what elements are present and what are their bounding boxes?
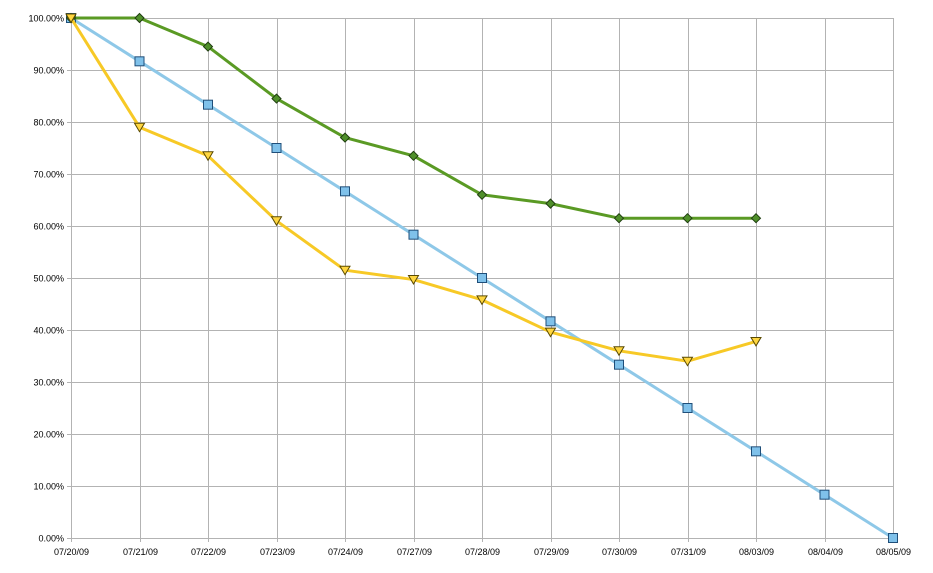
square-marker [340, 186, 350, 197]
diamond-marker [545, 198, 556, 209]
triangle-down-marker [681, 356, 694, 367]
y-tick-label: 90.00% [33, 66, 64, 76]
triangle-down-marker [339, 265, 351, 276]
y-tick-label: 70.00% [33, 170, 64, 180]
y-tick-label: 60.00% [33, 222, 64, 232]
square-marker [545, 316, 556, 327]
x-tick-label: 08/05/09 [876, 547, 911, 557]
x-tick-label: 07/31/09 [671, 547, 706, 557]
diamond-marker [339, 132, 351, 143]
axis-layer [67, 18, 894, 542]
diamond-marker [613, 212, 625, 224]
triangle-down-marker [133, 122, 146, 133]
series-3 [65, 13, 762, 367]
triangle-down-marker [544, 327, 557, 338]
x-tick-label: 07/21/09 [123, 547, 158, 557]
square-marker [682, 403, 693, 413]
diamond-marker [134, 12, 145, 24]
x-tick-label: 07/28/09 [465, 547, 500, 557]
square-marker [408, 229, 419, 240]
x-tick-label: 07/23/09 [260, 547, 295, 557]
square-marker [888, 533, 898, 543]
square-marker [614, 359, 624, 370]
diamond-marker [408, 150, 419, 162]
square-marker [134, 56, 145, 67]
triangle-down-marker [270, 216, 283, 227]
diamond-marker [682, 212, 693, 224]
square-marker [203, 99, 213, 110]
x-tick-label: 08/04/09 [808, 547, 843, 557]
triangle-down-marker [476, 295, 488, 306]
square-marker [271, 143, 282, 153]
triangle-down-marker [65, 13, 77, 24]
y-tick-label: 0.00% [38, 534, 64, 544]
y-tick-label: 100.00% [28, 14, 64, 24]
square-marker [751, 446, 761, 457]
y-tick-label: 80.00% [33, 118, 64, 128]
y-tick-label: 10.00% [33, 482, 64, 492]
square-marker [819, 489, 830, 500]
series-2-line [69, 16, 758, 220]
diamond-marker [271, 93, 282, 104]
series-1 [66, 13, 898, 543]
x-tick-label: 07/24/09 [328, 547, 363, 557]
diamond-marker [750, 212, 762, 224]
series-layer [65, 12, 898, 543]
y-tick-label: 30.00% [33, 378, 64, 388]
x-tick-label: 07/30/09 [602, 547, 637, 557]
diamond-marker [476, 189, 488, 201]
diamond-marker [202, 41, 214, 52]
x-tick-label: 07/29/09 [534, 547, 569, 557]
y-tick-label: 20.00% [33, 430, 64, 440]
x-tick-label: 07/20/09 [54, 547, 89, 557]
triangle-down-marker [407, 275, 420, 286]
square-marker [477, 273, 487, 283]
x-tick-label: 07/22/09 [191, 547, 226, 557]
y-tick-label: 50.00% [33, 274, 64, 284]
triangle-down-marker [750, 336, 762, 347]
triangle-down-marker [202, 151, 214, 162]
series-3-line [69, 16, 758, 363]
tick-label-layer: 0.00% 10.00% 20.00% 30.00% 40.00% 50.00% 60.00… [28, 14, 911, 558]
x-tick-label: 07/27/09 [397, 547, 432, 557]
triangle-down-marker [613, 346, 625, 357]
x-tick-label: 08/03/09 [739, 547, 774, 557]
series-2 [65, 12, 762, 224]
y-tick-label: 40.00% [33, 326, 64, 336]
